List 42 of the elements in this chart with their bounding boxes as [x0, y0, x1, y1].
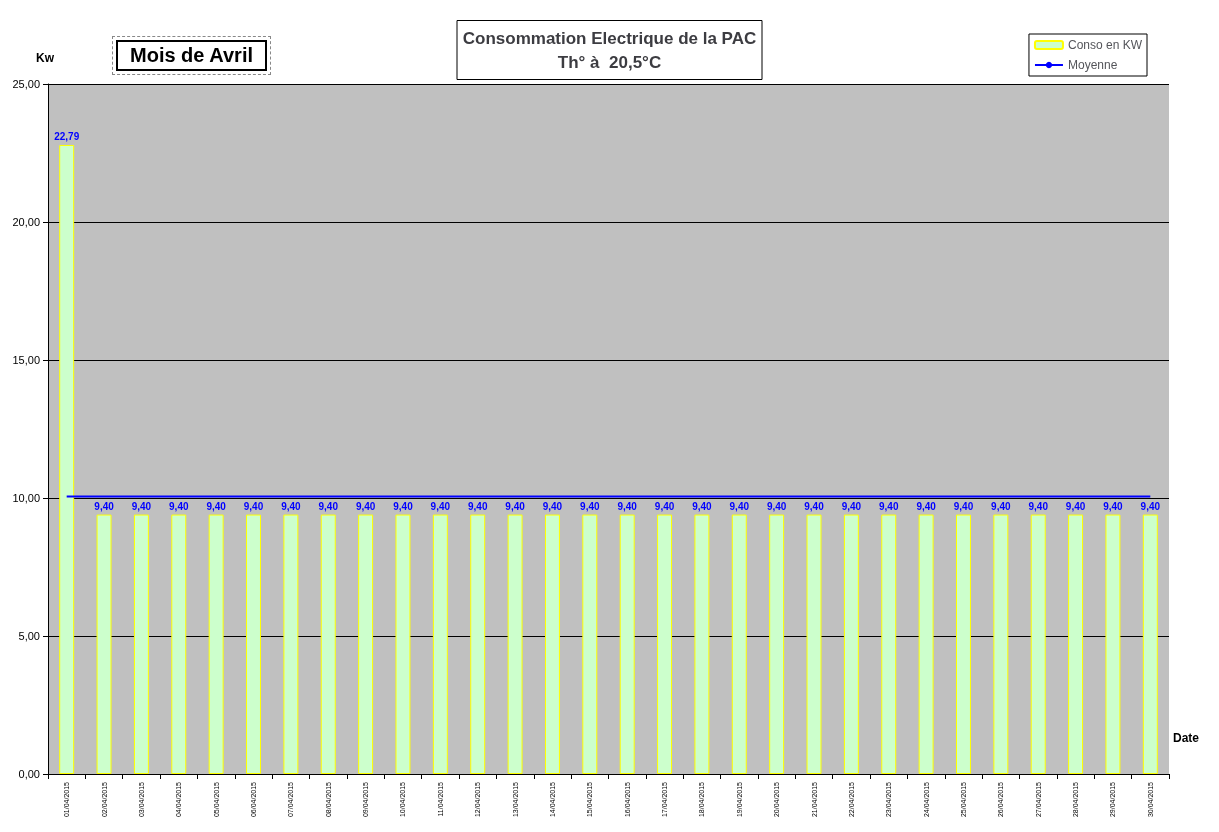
- data-label: 9,40: [804, 501, 825, 513]
- data-label: 9,40: [281, 501, 302, 513]
- legend-label: Conso en KW: [1067, 38, 1143, 52]
- data-label: 9,40: [841, 501, 862, 513]
- data-label: 9,40: [467, 501, 488, 513]
- data-label: 9,40: [1028, 501, 1049, 513]
- data-label: 9,40: [1065, 501, 1086, 513]
- data-label: 9,40: [243, 501, 264, 513]
- y-tick-label: 10,00: [12, 492, 40, 504]
- data-label: 9,40: [94, 501, 115, 513]
- data-label: 9,40: [916, 501, 937, 513]
- data-label: 9,40: [505, 501, 526, 513]
- data-label: 9,40: [393, 501, 414, 513]
- data-label: 9,40: [991, 501, 1012, 513]
- x-axis-title: Date: [1173, 731, 1200, 745]
- data-label: 9,40: [617, 501, 638, 513]
- chart-title: Consommation Electrique de la PAC Th° à 20,5°C: [462, 28, 757, 72]
- data-label: 9,40: [169, 501, 189, 513]
- text: Mois de Avril: [116, 40, 267, 71]
- data-label: 9,40: [953, 501, 974, 513]
- y-tick-label: 0,00: [18, 768, 40, 780]
- data-label: 9,40: [206, 501, 227, 513]
- data-label: 22,79: [54, 131, 80, 143]
- y-tick-label: 5,00: [18, 630, 40, 642]
- data-label: 9,40: [692, 501, 713, 513]
- data-label: 9,40: [1140, 501, 1161, 513]
- data-label: 9,40: [580, 501, 600, 513]
- y-tick-label: 25,00: [12, 78, 40, 90]
- data-label: 9,40: [430, 501, 451, 513]
- data-label: 9,40: [131, 501, 152, 513]
- legend-label: Moyenne: [1067, 58, 1118, 72]
- data-label: 9,40: [654, 501, 675, 513]
- y-tick-label: 15,00: [12, 354, 40, 366]
- data-label: 9,40: [542, 501, 563, 513]
- data-label: 9,40: [766, 501, 787, 513]
- data-label: 9,40: [729, 501, 750, 513]
- data-label: 9,40: [879, 501, 899, 513]
- y-axis-title: Kw: [36, 51, 55, 65]
- y-tick-label: 20,00: [12, 216, 40, 228]
- data-label: 9,40: [1103, 501, 1124, 513]
- data-label: 9,40: [355, 501, 376, 513]
- data-label: 9,40: [318, 501, 339, 513]
